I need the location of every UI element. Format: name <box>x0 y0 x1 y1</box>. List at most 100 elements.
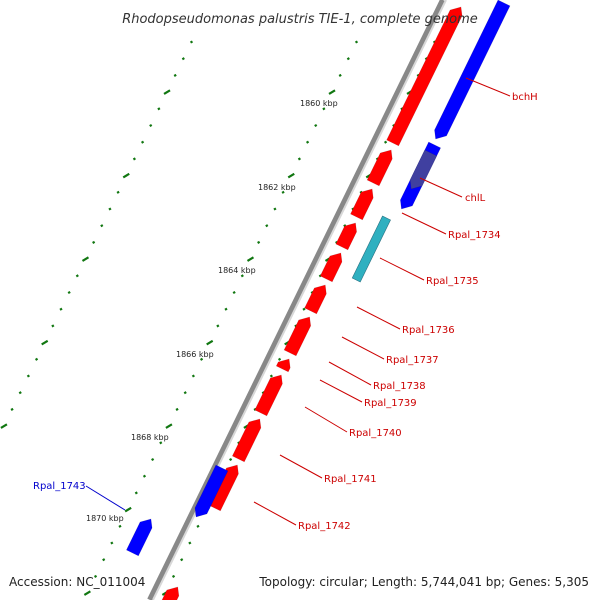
ruler-tick <box>338 73 342 77</box>
overlap-gene <box>409 149 438 190</box>
ruler-label: 1860 kbp <box>300 99 338 108</box>
ruler-tick <box>183 391 187 395</box>
forward-gene <box>335 222 357 251</box>
accession-text: Accession: NC_011004 <box>9 575 145 589</box>
ruler-tick <box>199 357 204 361</box>
ruler-tick <box>269 374 273 378</box>
ruler-tick <box>246 256 255 262</box>
ruler-tick <box>216 324 220 328</box>
leader-line <box>328 361 372 386</box>
ruler-tick <box>281 190 285 194</box>
map-title: Rhodopseudomonas palustris TIE-1, comple… <box>122 12 478 27</box>
ruler-tick <box>26 374 30 378</box>
label-leaders <box>85 77 511 526</box>
ruler-tick <box>302 307 306 311</box>
ruler-tick <box>140 140 145 144</box>
leader-line <box>253 501 297 526</box>
ruler-tick <box>102 558 106 562</box>
leader-line <box>356 306 401 330</box>
gene-label: Rpal_1741 <box>324 474 377 485</box>
forward-gene <box>386 6 463 147</box>
ruler-tick <box>142 474 147 478</box>
ruler-tick <box>297 157 301 161</box>
gene-label: Rpal_1735 <box>426 276 479 287</box>
ruler-tick <box>75 274 79 278</box>
ruler-tick <box>180 558 184 562</box>
ruler-tick <box>0 423 8 429</box>
rna-gene <box>351 215 391 283</box>
ruler-tick <box>383 140 388 144</box>
ruler-tick <box>165 423 173 429</box>
gene-labels: bchH chlL Rpal_1734 Rpal_1735 Rpal_1736 … <box>33 92 538 532</box>
forward-gene <box>231 418 262 463</box>
ruler-tick <box>34 357 39 361</box>
leader-line <box>304 406 348 433</box>
ruler-tick <box>124 506 132 513</box>
ruler-tick <box>314 123 318 128</box>
reverse-gene <box>126 518 153 557</box>
ruler-tick <box>122 172 130 179</box>
gene-label: Rpal_1739 <box>364 398 417 409</box>
gene-label: Rpal_1740 <box>349 428 402 439</box>
gene-label: bchH <box>512 92 538 103</box>
ruler-tick <box>277 357 282 361</box>
ruler-tick <box>196 524 200 528</box>
ruler-tick <box>18 391 22 395</box>
ruler-tick <box>240 274 244 278</box>
ruler-tick <box>354 40 359 44</box>
ruler-tick <box>157 107 161 111</box>
ruler-tick <box>265 224 269 228</box>
ruler-tick <box>181 57 185 61</box>
leader-line <box>341 336 385 360</box>
ruler-tick <box>81 256 90 262</box>
genome-summary: Topology: circular; Length: 5,744,041 bp… <box>258 575 589 589</box>
ruler-tick <box>191 374 195 378</box>
gene-label: Rpal_1734 <box>448 230 501 241</box>
ruler-tick <box>188 541 192 545</box>
leader-line <box>419 177 463 198</box>
genome-backbone <box>147 0 447 600</box>
ruler-tick <box>59 307 63 311</box>
ruler-tick <box>224 307 228 311</box>
ruler-tick <box>189 40 194 44</box>
forward-gene <box>161 586 180 600</box>
ruler-tick <box>163 89 171 95</box>
ruler-tick <box>41 339 49 346</box>
forward-gene <box>319 252 343 283</box>
ruler-label: 1868 kbp <box>131 433 169 442</box>
ruler-tick <box>151 457 155 462</box>
ruler-label: 1870 kbp <box>86 514 124 523</box>
leader-line <box>85 485 126 511</box>
forward-gene <box>275 358 291 373</box>
leader-line <box>279 454 323 479</box>
ruler-tick <box>257 240 261 244</box>
ruler-tick <box>134 491 138 495</box>
ruler-tick <box>93 574 98 578</box>
reverse-gene <box>434 0 511 140</box>
forward-gene <box>254 374 283 417</box>
ruler-tick <box>116 190 120 194</box>
gene-label: Rpal_1743 <box>33 481 86 492</box>
ruler-tick <box>51 324 55 328</box>
ruler-tick <box>110 541 114 545</box>
ruler-label: 1866 kbp <box>176 350 214 359</box>
ruler-tick <box>100 224 104 228</box>
ruler-tick <box>92 240 96 244</box>
ruler-tick <box>328 89 336 95</box>
reverse-gene <box>194 464 229 518</box>
ruler-tick <box>273 207 277 211</box>
ruler-tick <box>83 590 91 596</box>
ruler-tick <box>132 157 136 161</box>
ruler-tick <box>10 407 14 411</box>
ruler-labels: 1860 kbp 1862 kbp 1864 kbp 1866 kbp 1868… <box>86 99 338 523</box>
ruler-tick <box>229 457 233 462</box>
ruler-tick <box>322 107 326 111</box>
ruler-tick <box>232 290 236 295</box>
ruler-tick <box>175 407 179 411</box>
gene-features <box>126 0 511 600</box>
gene-label: chlL <box>465 193 486 204</box>
ruler-tick <box>206 339 214 346</box>
ruler-tick <box>173 73 177 77</box>
ruler-tick <box>287 172 295 179</box>
